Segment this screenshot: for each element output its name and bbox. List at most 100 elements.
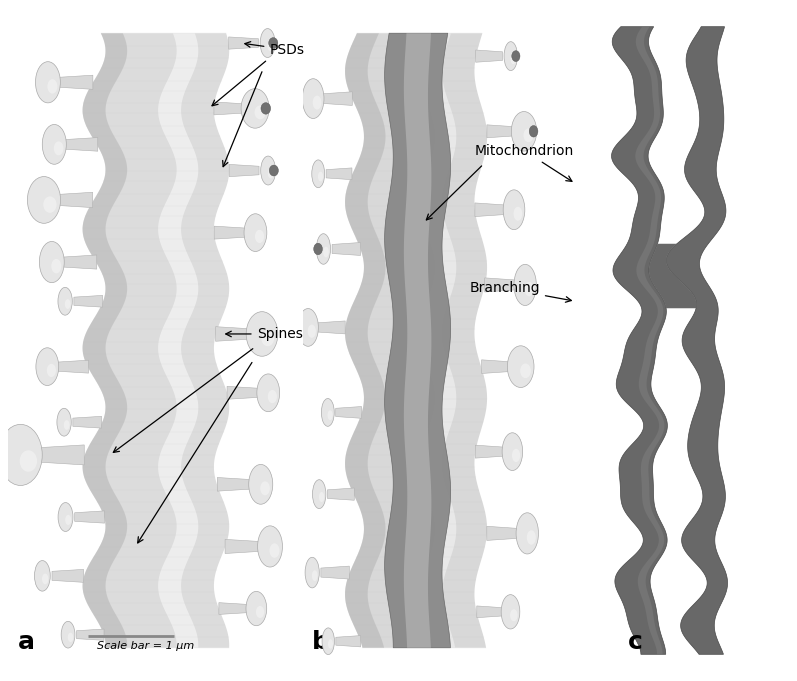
Polygon shape — [336, 635, 360, 647]
Polygon shape — [230, 164, 259, 176]
Polygon shape — [158, 33, 198, 648]
Polygon shape — [215, 327, 251, 341]
Ellipse shape — [520, 364, 531, 378]
Ellipse shape — [241, 89, 269, 128]
Ellipse shape — [269, 165, 278, 176]
Polygon shape — [481, 360, 512, 373]
Ellipse shape — [249, 464, 273, 504]
Polygon shape — [62, 255, 96, 269]
Ellipse shape — [318, 172, 323, 181]
Ellipse shape — [42, 125, 66, 164]
Ellipse shape — [312, 95, 321, 110]
Ellipse shape — [64, 420, 69, 430]
Ellipse shape — [268, 390, 277, 403]
Ellipse shape — [328, 411, 332, 420]
Ellipse shape — [312, 570, 317, 581]
Ellipse shape — [261, 156, 276, 185]
Ellipse shape — [321, 398, 334, 426]
Polygon shape — [476, 50, 503, 62]
Ellipse shape — [314, 243, 322, 255]
Polygon shape — [73, 416, 101, 428]
Polygon shape — [345, 33, 487, 648]
Ellipse shape — [42, 573, 49, 584]
Ellipse shape — [257, 526, 282, 567]
Polygon shape — [77, 629, 104, 640]
Polygon shape — [611, 27, 667, 654]
Text: Mitochondrion: Mitochondrion — [475, 144, 575, 181]
Polygon shape — [55, 192, 92, 208]
Polygon shape — [487, 125, 516, 138]
Text: Spines: Spines — [226, 327, 303, 341]
Polygon shape — [218, 477, 250, 491]
Text: Scale bar = 1 μm: Scale bar = 1 μm — [97, 641, 194, 651]
Polygon shape — [83, 33, 128, 648]
Polygon shape — [58, 75, 93, 89]
Polygon shape — [475, 203, 505, 217]
Ellipse shape — [261, 103, 271, 114]
Ellipse shape — [529, 125, 538, 137]
Ellipse shape — [514, 264, 536, 306]
Polygon shape — [336, 407, 362, 418]
Ellipse shape — [524, 128, 533, 142]
Text: Branching: Branching — [469, 281, 571, 302]
Polygon shape — [225, 539, 260, 554]
Ellipse shape — [269, 37, 278, 48]
Ellipse shape — [302, 79, 324, 118]
Ellipse shape — [256, 606, 265, 618]
Ellipse shape — [328, 639, 333, 648]
Ellipse shape — [58, 503, 73, 531]
Ellipse shape — [65, 299, 71, 309]
Polygon shape — [227, 386, 258, 399]
Ellipse shape — [58, 287, 73, 315]
Ellipse shape — [312, 479, 326, 509]
Ellipse shape — [57, 409, 71, 436]
Polygon shape — [328, 488, 354, 501]
Text: a: a — [18, 631, 34, 654]
Ellipse shape — [512, 449, 520, 462]
Ellipse shape — [312, 160, 324, 188]
Ellipse shape — [511, 54, 516, 64]
Polygon shape — [404, 33, 431, 648]
Polygon shape — [475, 445, 504, 458]
Ellipse shape — [319, 492, 324, 502]
Polygon shape — [326, 168, 352, 180]
Polygon shape — [214, 102, 245, 115]
Polygon shape — [316, 321, 345, 334]
Ellipse shape — [51, 259, 61, 273]
Polygon shape — [332, 242, 360, 255]
Ellipse shape — [512, 112, 536, 151]
Polygon shape — [219, 603, 248, 614]
Polygon shape — [635, 27, 665, 654]
Ellipse shape — [510, 609, 517, 621]
Ellipse shape — [20, 450, 37, 472]
Text: PSDs: PSDs — [245, 42, 304, 57]
Ellipse shape — [267, 41, 273, 51]
Ellipse shape — [36, 62, 61, 103]
Ellipse shape — [36, 348, 59, 385]
Ellipse shape — [27, 176, 61, 223]
Polygon shape — [487, 526, 518, 541]
Ellipse shape — [260, 29, 275, 57]
Ellipse shape — [0, 424, 42, 486]
Polygon shape — [419, 33, 457, 648]
Polygon shape — [649, 244, 697, 308]
Ellipse shape — [504, 42, 517, 71]
Ellipse shape — [501, 595, 520, 629]
Ellipse shape — [524, 282, 534, 296]
Ellipse shape — [261, 330, 274, 346]
Ellipse shape — [512, 50, 520, 61]
Polygon shape — [385, 33, 450, 648]
Ellipse shape — [513, 207, 522, 221]
Polygon shape — [83, 33, 230, 648]
Ellipse shape — [257, 374, 280, 412]
Ellipse shape — [47, 364, 56, 377]
Ellipse shape — [305, 557, 320, 588]
Polygon shape — [485, 278, 516, 292]
Ellipse shape — [48, 79, 57, 93]
Polygon shape — [52, 569, 84, 582]
Ellipse shape — [323, 247, 329, 257]
Polygon shape — [65, 138, 98, 151]
Text: c: c — [628, 631, 642, 654]
Polygon shape — [57, 360, 88, 373]
Polygon shape — [321, 566, 349, 579]
